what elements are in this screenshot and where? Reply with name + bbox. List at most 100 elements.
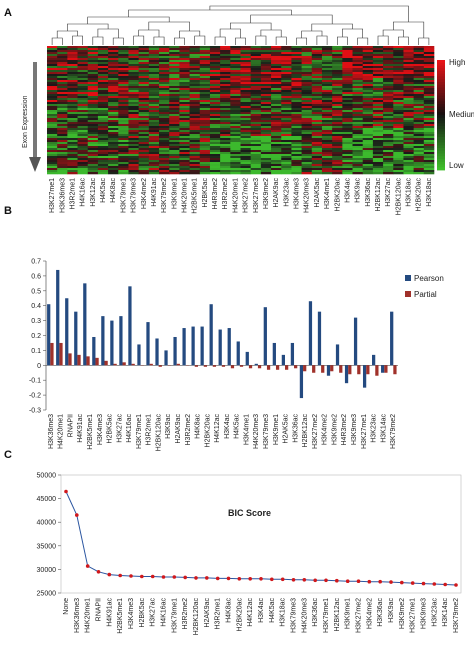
- heatmap-cell: [413, 58, 425, 61]
- heatmap-cell: [118, 118, 129, 121]
- heatmap-cell: [169, 94, 180, 97]
- heatmap-cell: [77, 54, 89, 57]
- heatmap-cell: [321, 116, 333, 119]
- heatmap-cell: [189, 158, 201, 161]
- heatmap-cell: [87, 46, 99, 49]
- heatmap-cell: [209, 52, 221, 55]
- heatmap-cell: [169, 78, 180, 81]
- heatmap-cell: [362, 78, 374, 81]
- heatmap-cell: [128, 132, 139, 135]
- heatmap-cell: [240, 92, 251, 95]
- heatmap-cell: [179, 80, 190, 83]
- heatmap-cell: [159, 48, 170, 51]
- heatmap-cell: [342, 156, 353, 159]
- bar-category-label: H2BK5ac: [107, 414, 114, 444]
- heatmap-cell: [57, 170, 68, 173]
- heatmap-cell: [87, 120, 99, 123]
- heatmap-cell: [189, 140, 201, 143]
- heatmap-cell: [77, 112, 89, 115]
- heatmap-cell: [271, 124, 282, 127]
- heatmap-cell: [271, 128, 282, 131]
- heatmap-cell: [260, 116, 272, 119]
- heatmap-cell: [148, 78, 160, 81]
- heatmap-cell: [97, 96, 109, 99]
- heatmap-cell: [271, 118, 282, 121]
- heatmap-cell: [159, 112, 170, 115]
- heatmap-cell: [413, 50, 425, 53]
- heatmap-cell: [169, 76, 180, 79]
- heatmap-cell: [220, 168, 231, 171]
- heatmap-cell: [179, 112, 190, 115]
- heatmap-cell: [77, 88, 89, 91]
- heatmap-cell: [159, 122, 170, 125]
- heatmap-cell: [342, 74, 353, 77]
- heatmap-cell: [271, 76, 282, 79]
- heatmap-cell: [260, 64, 272, 67]
- heatmap-cell: [67, 72, 78, 75]
- bic-point: [291, 578, 296, 582]
- line-category-label: H3K9me2: [399, 598, 406, 629]
- heatmap-cell: [87, 126, 99, 129]
- heatmap-cell: [57, 70, 68, 73]
- heatmap-cell: [128, 134, 139, 137]
- heatmap-cell: [189, 92, 201, 95]
- heatmap-cell: [383, 144, 394, 147]
- dendrogram-link: [337, 36, 348, 45]
- bar-pearson: [182, 328, 186, 366]
- heatmap-cell: [230, 94, 241, 97]
- heatmap-cell: [271, 170, 282, 173]
- heatmap-cell: [372, 58, 384, 61]
- heatmap-cell: [179, 52, 190, 55]
- heatmap-cell: [423, 94, 435, 97]
- heatmap-cell: [321, 138, 333, 141]
- heatmap-cell: [199, 74, 211, 77]
- dendrogram-link: [153, 36, 165, 45]
- heatmap-cell: [138, 100, 150, 103]
- heatmap-cell: [423, 54, 435, 57]
- heatmap-cell: [352, 46, 364, 49]
- heatmap-cell: [311, 78, 323, 81]
- heatmap-cell: [199, 160, 211, 163]
- heatmap-cell: [403, 46, 414, 49]
- heatmap-cell: [301, 138, 313, 141]
- heatmap-cell: [128, 162, 139, 165]
- heatmap-cell: [383, 118, 394, 121]
- heatmap-cell: [209, 128, 221, 131]
- heatmap-cell: [413, 60, 425, 63]
- heatmap-cell: [77, 74, 89, 77]
- heatmap-cell: [291, 144, 302, 147]
- heatmap-cell: [311, 92, 323, 95]
- heatmap-cell: [271, 92, 282, 95]
- heatmap-cell: [393, 48, 404, 51]
- heatmap-cell: [372, 130, 384, 133]
- heatmap-cell: [383, 114, 394, 117]
- heatmap-cell: [169, 128, 180, 131]
- heatmap-cell: [209, 84, 221, 87]
- heatmap-cell: [108, 54, 119, 57]
- heatmap-cell: [383, 168, 394, 171]
- heatmap-cell: [209, 140, 221, 143]
- heatmap-cell: [230, 56, 241, 59]
- heatmap-cell: [332, 154, 343, 157]
- heatmap-cell: [250, 150, 262, 153]
- heatmap-cell: [87, 148, 99, 151]
- heatmap-cell: [291, 120, 302, 123]
- heatmap-cell: [128, 86, 139, 89]
- heatmap-cell: [199, 90, 211, 93]
- heatmap-cell: [240, 66, 251, 69]
- heatmap-cell: [128, 68, 139, 71]
- heatmap-cell: [372, 68, 384, 71]
- colorbar-step: [437, 104, 445, 108]
- heatmap-cell: [57, 60, 68, 63]
- heatmap-cell: [423, 170, 435, 173]
- heatmap-cell: [342, 122, 353, 125]
- heatmap-cell: [332, 162, 343, 165]
- heatmap-cell: [57, 108, 68, 111]
- heatmap-cell: [250, 80, 262, 83]
- heatmap-cell: [108, 58, 119, 61]
- heatmap-cell: [169, 164, 180, 167]
- heatmap-column-label: H3R2me2: [222, 178, 229, 210]
- heatmap-cell: [291, 66, 302, 69]
- heatmap-cell: [332, 100, 343, 103]
- heatmap-cell: [250, 84, 262, 87]
